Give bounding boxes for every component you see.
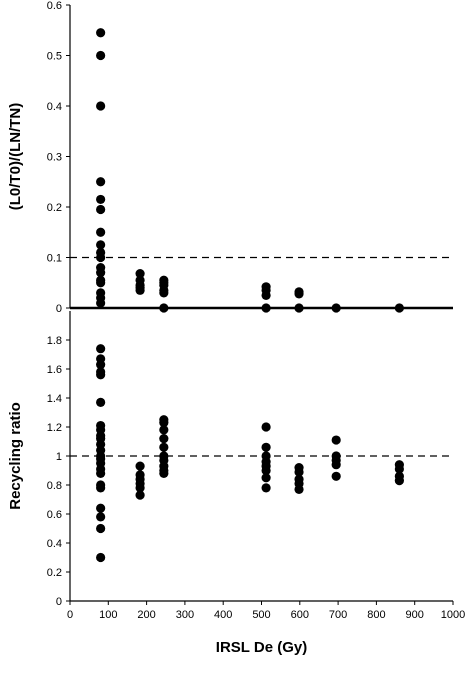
point (261, 442, 271, 452)
point (96, 252, 106, 263)
point (135, 285, 145, 295)
point (159, 434, 169, 444)
point (96, 523, 106, 534)
point (331, 435, 341, 445)
x-tick-label: 200 (137, 609, 155, 621)
point (394, 303, 404, 313)
point (96, 268, 106, 278)
point (261, 303, 271, 313)
y-tick-label: 0.3 (47, 152, 62, 164)
point (331, 460, 341, 470)
point (261, 483, 271, 493)
point (261, 422, 271, 432)
y-tick-label: 1.2 (47, 422, 62, 434)
point (96, 177, 106, 187)
point (96, 101, 106, 111)
point (261, 290, 271, 300)
y-tick-label: 0.6 (47, 0, 62, 12)
point (96, 227, 106, 237)
point (96, 298, 106, 308)
point (159, 442, 169, 452)
y-tick-label: 0.6 (47, 509, 62, 521)
point (96, 503, 106, 513)
x-tick-label: 500 (252, 609, 270, 621)
y-tick-label: 1 (56, 451, 62, 463)
point (96, 512, 106, 522)
y-axis-label: Recycling ratio (7, 402, 24, 510)
point (159, 425, 169, 435)
x-tick-label: 100 (99, 609, 117, 621)
point (159, 303, 169, 313)
point (96, 50, 106, 61)
point (294, 303, 304, 313)
y-tick-label: 0.4 (47, 101, 62, 113)
point (261, 473, 271, 483)
point (294, 484, 304, 494)
point (159, 468, 169, 478)
y-tick-label: 0 (56, 303, 62, 315)
point (159, 288, 169, 298)
point (96, 194, 106, 205)
x-tick-label: 1000 (441, 609, 465, 621)
x-axis-label: IRSL De (Gy) (216, 639, 307, 656)
y-axis-label: (L0/T0)/(LN/TN) (7, 103, 24, 210)
x-tick-label: 400 (214, 609, 232, 621)
x-tick-label: 800 (367, 609, 385, 621)
y-tick-label: 0.2 (47, 202, 62, 214)
y-tick-label: 0.5 (47, 51, 62, 63)
point (96, 28, 106, 38)
point (331, 471, 341, 481)
x-tick-label: 700 (329, 609, 347, 621)
y-tick-label: 0.4 (47, 538, 62, 550)
point (331, 303, 341, 313)
y-tick-label: 1.4 (47, 393, 62, 405)
point (96, 204, 106, 215)
x-tick-label: 600 (291, 609, 309, 621)
point (96, 397, 106, 407)
x-tick-label: 300 (176, 609, 194, 621)
point (135, 483, 145, 493)
point (394, 476, 404, 486)
point (96, 240, 106, 250)
point (135, 269, 145, 279)
y-tick-label: 0.2 (47, 567, 62, 579)
y-tick-label: 0.1 (47, 253, 62, 265)
point (159, 418, 169, 428)
x-tick-label: 900 (406, 609, 424, 621)
point (96, 483, 106, 493)
point (135, 490, 145, 500)
y-tick-label: 1.8 (47, 335, 62, 347)
point (96, 370, 106, 380)
point (294, 467, 304, 477)
point (96, 552, 106, 563)
y-tick-label: 0 (56, 596, 62, 608)
point (96, 360, 106, 370)
point (96, 468, 106, 478)
point (261, 465, 271, 476)
point (96, 278, 106, 288)
point (135, 461, 145, 471)
point (96, 344, 106, 354)
y-tick-label: 1.6 (47, 364, 62, 376)
point (394, 464, 404, 474)
x-tick-label: 0 (67, 609, 73, 621)
point (294, 289, 304, 299)
y-tick-label: 0.8 (47, 480, 62, 492)
